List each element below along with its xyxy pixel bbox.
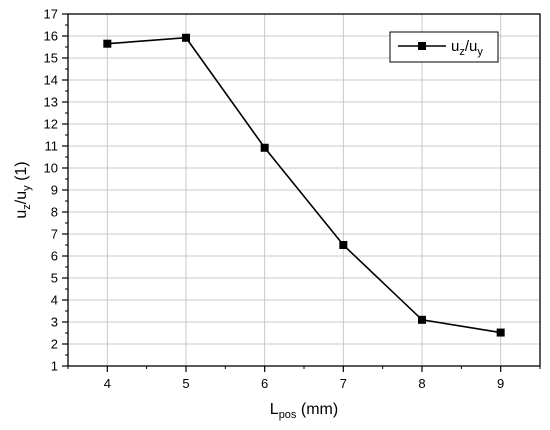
data-point	[496, 328, 505, 337]
x-tick-label: 7	[340, 376, 347, 391]
x-tick-label: 8	[418, 376, 425, 391]
data-point	[339, 241, 348, 249]
series-uz-uy	[103, 33, 505, 337]
y-axis-label-part: /u	[13, 191, 30, 204]
y-tick-label: 14	[44, 73, 58, 88]
x-axis-label-part: (mm)	[296, 401, 338, 418]
legend-label-sub: z	[459, 46, 465, 58]
y-tick-label: 4	[51, 293, 58, 308]
x-tick-label: 4	[104, 376, 111, 391]
y-tick-label: 13	[44, 95, 58, 110]
y-tick-label: 10	[44, 161, 58, 176]
y-tick-label: 12	[44, 117, 58, 132]
grid-lines	[68, 14, 540, 366]
y-tick-label: 1	[51, 359, 58, 374]
y-axis-label-sub: y	[21, 185, 33, 191]
legend-marker	[418, 42, 426, 50]
y-tick-label: 3	[51, 315, 58, 330]
legend-label-part: /u	[465, 38, 478, 55]
data-point	[260, 143, 269, 152]
legend-label-sub: y	[477, 46, 483, 58]
y-tick-label: 5	[51, 271, 58, 286]
x-tick-label: 6	[261, 376, 268, 391]
data-point	[182, 33, 190, 42]
data-point	[418, 315, 426, 324]
x-tick-labels: 4 5 6 7 8 9	[104, 376, 505, 391]
y-tick-label: 2	[51, 337, 58, 352]
y-tick-label: 11	[45, 139, 59, 154]
y-tick-label: 9	[51, 183, 58, 198]
y-axis-label: uz/uy (1)	[13, 161, 33, 218]
data-point	[103, 39, 112, 48]
legend-label: uz/uy	[451, 38, 483, 58]
legend-label-part: u	[451, 38, 459, 55]
legend-box	[389, 31, 499, 63]
y-axis-label-sub: z	[21, 204, 33, 210]
x-axis-label: Lpos (mm)	[270, 401, 338, 421]
y-tick-label: 6	[51, 249, 58, 264]
x-axis-label-sub: pos	[279, 409, 297, 421]
y-axis-label-part: (1)	[13, 161, 30, 185]
y-tick-label: 7	[51, 227, 58, 242]
axis-ticks	[62, 13, 541, 372]
series-line	[107, 36, 501, 334]
x-tick-label: 9	[497, 376, 504, 391]
y-axis-label-part: u	[13, 210, 30, 219]
x-axis-label-part: L	[270, 401, 279, 418]
legend: uz/uy	[389, 31, 499, 63]
y-tick-label: 16	[44, 29, 58, 44]
x-tick-label: 5	[182, 376, 189, 391]
y-tick-label: 8	[51, 205, 58, 220]
y-tick-label: 15	[44, 51, 58, 66]
y-tick-label: 17	[44, 7, 58, 22]
